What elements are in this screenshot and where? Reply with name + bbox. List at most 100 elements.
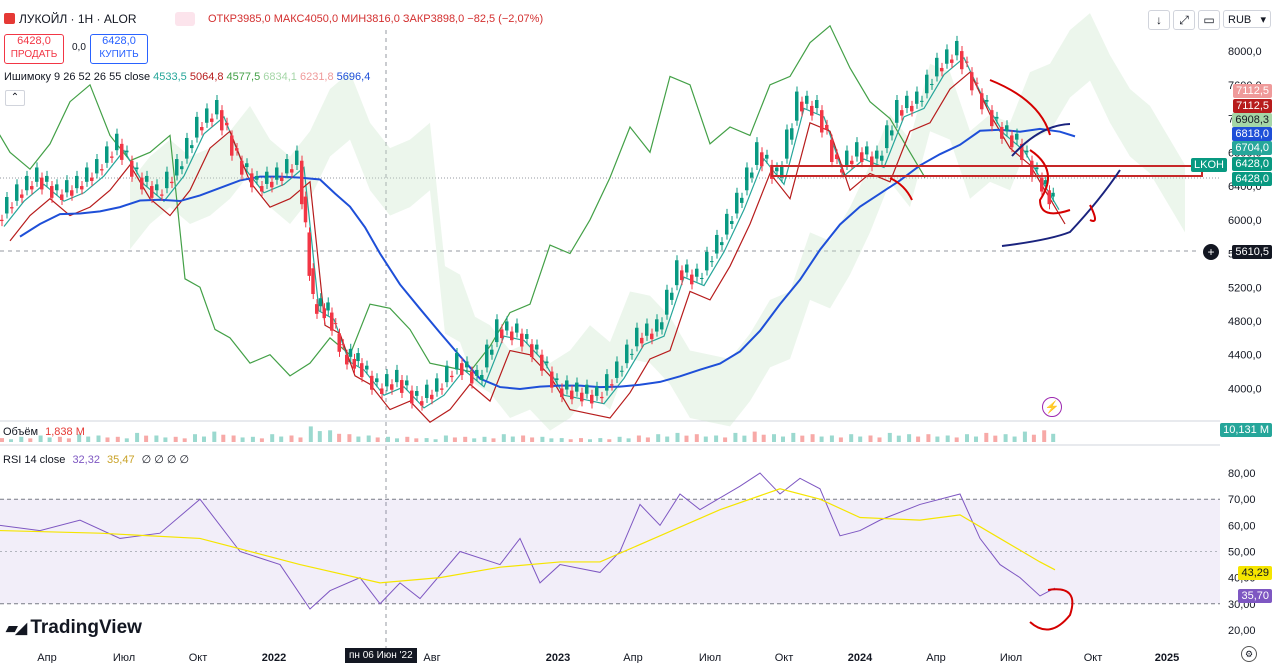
- price-tag: 7112,5: [1233, 84, 1272, 98]
- volume-bar: [974, 436, 978, 442]
- candle-body: [185, 137, 189, 159]
- volume-bar: [703, 436, 708, 442]
- candle-body: [155, 184, 159, 191]
- time-tick: Апр: [623, 652, 642, 663]
- candle-body: [85, 167, 89, 182]
- candle-body: [1051, 192, 1055, 197]
- tenkan-line: [3, 56, 1060, 409]
- sell-button[interactable]: 6428,0 ПРОДАТЬ: [4, 34, 64, 64]
- candle-body: [440, 388, 444, 390]
- candle-body: [220, 110, 224, 131]
- rsi-tick: 80,00: [1228, 468, 1256, 480]
- volume-bar: [501, 434, 506, 442]
- rsi-tick: 70,00: [1228, 494, 1256, 506]
- candle-body: [530, 344, 534, 358]
- volume-tag: 10,131 M: [1220, 423, 1272, 437]
- time-tick: Апр: [37, 652, 56, 663]
- candle-body: [840, 169, 844, 173]
- volume-bar: [317, 431, 322, 442]
- volume-bar: [182, 438, 187, 442]
- candle-body: [430, 394, 434, 400]
- ichimoku-lines: [0, 24, 1076, 423]
- candle-body: [580, 392, 584, 402]
- ichimoku-name: Ишимоку 9 26 52 26 55 close: [4, 71, 151, 83]
- volume-bar: [0, 438, 4, 442]
- volume-bar: [549, 438, 554, 442]
- volume-bar: [684, 435, 689, 442]
- candle-body: [450, 375, 454, 378]
- drawn-blue-curve: [1011, 123, 1071, 157]
- volume-bar: [645, 437, 650, 442]
- download-icon[interactable]: ↓: [1148, 10, 1170, 30]
- candle-body: [920, 100, 924, 102]
- volume-bar: [752, 431, 757, 442]
- candle-body: [348, 348, 353, 357]
- ichimoku-value: 4577,5: [223, 71, 261, 83]
- candle-body: [303, 196, 308, 223]
- candle-body: [380, 388, 384, 394]
- candle-body: [775, 167, 779, 172]
- candle-body: [955, 40, 959, 56]
- candle-body: [265, 171, 269, 184]
- rsi-legend: RSI 14 close 32,32 35,47 ∅ ∅ ∅ ∅: [3, 453, 189, 466]
- candle-body: [845, 150, 849, 165]
- volume-bar: [144, 435, 149, 442]
- candle-body: [505, 321, 509, 331]
- price-tick: 6000,0: [1228, 215, 1262, 227]
- volume-bar: [626, 438, 631, 442]
- candle-body: [895, 100, 899, 123]
- indicator-toggle-icon[interactable]: [175, 12, 195, 26]
- volume-bar: [337, 433, 342, 442]
- candle-body: [680, 270, 684, 281]
- candle-body: [95, 159, 99, 174]
- tradingview-mark-icon: ▰◢: [6, 620, 27, 637]
- candle-body: [65, 180, 69, 193]
- candle-body: [195, 116, 199, 138]
- candle-body: [500, 329, 504, 339]
- volume-bar: [240, 437, 245, 442]
- drawn-red-annotations: [889, 177, 1074, 631]
- currency-select[interactable]: RUB ▾: [1223, 10, 1271, 28]
- volume-bar: [395, 438, 399, 442]
- fullscreen-icon[interactable]: ⤢: [1173, 10, 1195, 30]
- settings-gear-icon[interactable]: ⚙: [1241, 646, 1257, 662]
- volume-bar: [193, 434, 197, 442]
- candle-body: [675, 260, 679, 286]
- candle-body: [520, 333, 524, 347]
- candle-body: [715, 234, 719, 254]
- ichimoku-legend[interactable]: Ишимоку 9 26 52 26 55 close 4533,5 5064,…: [4, 71, 370, 83]
- rsi-value: 32,32: [72, 454, 100, 466]
- candle-body: [945, 49, 949, 64]
- ticker-tag: LKOH: [1191, 158, 1227, 172]
- volume-bar: [328, 430, 333, 442]
- candle-body: [270, 181, 274, 188]
- volume-bar: [510, 436, 515, 442]
- volume-bar: [1051, 433, 1056, 442]
- collapse-legend-button[interactable]: ⌃: [5, 90, 25, 106]
- screenshot-icon[interactable]: ▭: [1198, 10, 1220, 30]
- spread-value: 0,0: [72, 42, 86, 53]
- candle-body: [240, 160, 244, 175]
- volume-bar: [375, 437, 380, 442]
- add-alert-icon[interactable]: +: [1203, 244, 1219, 260]
- candle-body: [705, 251, 709, 271]
- volume-bar: [308, 426, 313, 442]
- volume-bar: [579, 438, 583, 442]
- candle-body: [535, 344, 539, 350]
- lightning-icon[interactable]: ⚡: [1042, 397, 1062, 417]
- candle-body: [80, 186, 84, 190]
- symbol-title[interactable]: ЛУКОЙЛ · 1Н · ALOR: [4, 12, 137, 26]
- chikou-line: [0, 24, 926, 377]
- candle-body: [395, 369, 399, 383]
- volume-bar: [347, 434, 352, 442]
- volume-bar: [829, 435, 834, 442]
- volume-bar: [984, 432, 989, 442]
- volume-bar: [617, 436, 622, 442]
- candle-body: [370, 375, 374, 390]
- buy-button[interactable]: 6428,0 КУПИТЬ: [90, 34, 148, 64]
- price-tick: 5200,0: [1228, 282, 1262, 294]
- volume-bar: [482, 436, 487, 442]
- candle-body: [0, 219, 4, 222]
- volume-bar: [887, 432, 892, 442]
